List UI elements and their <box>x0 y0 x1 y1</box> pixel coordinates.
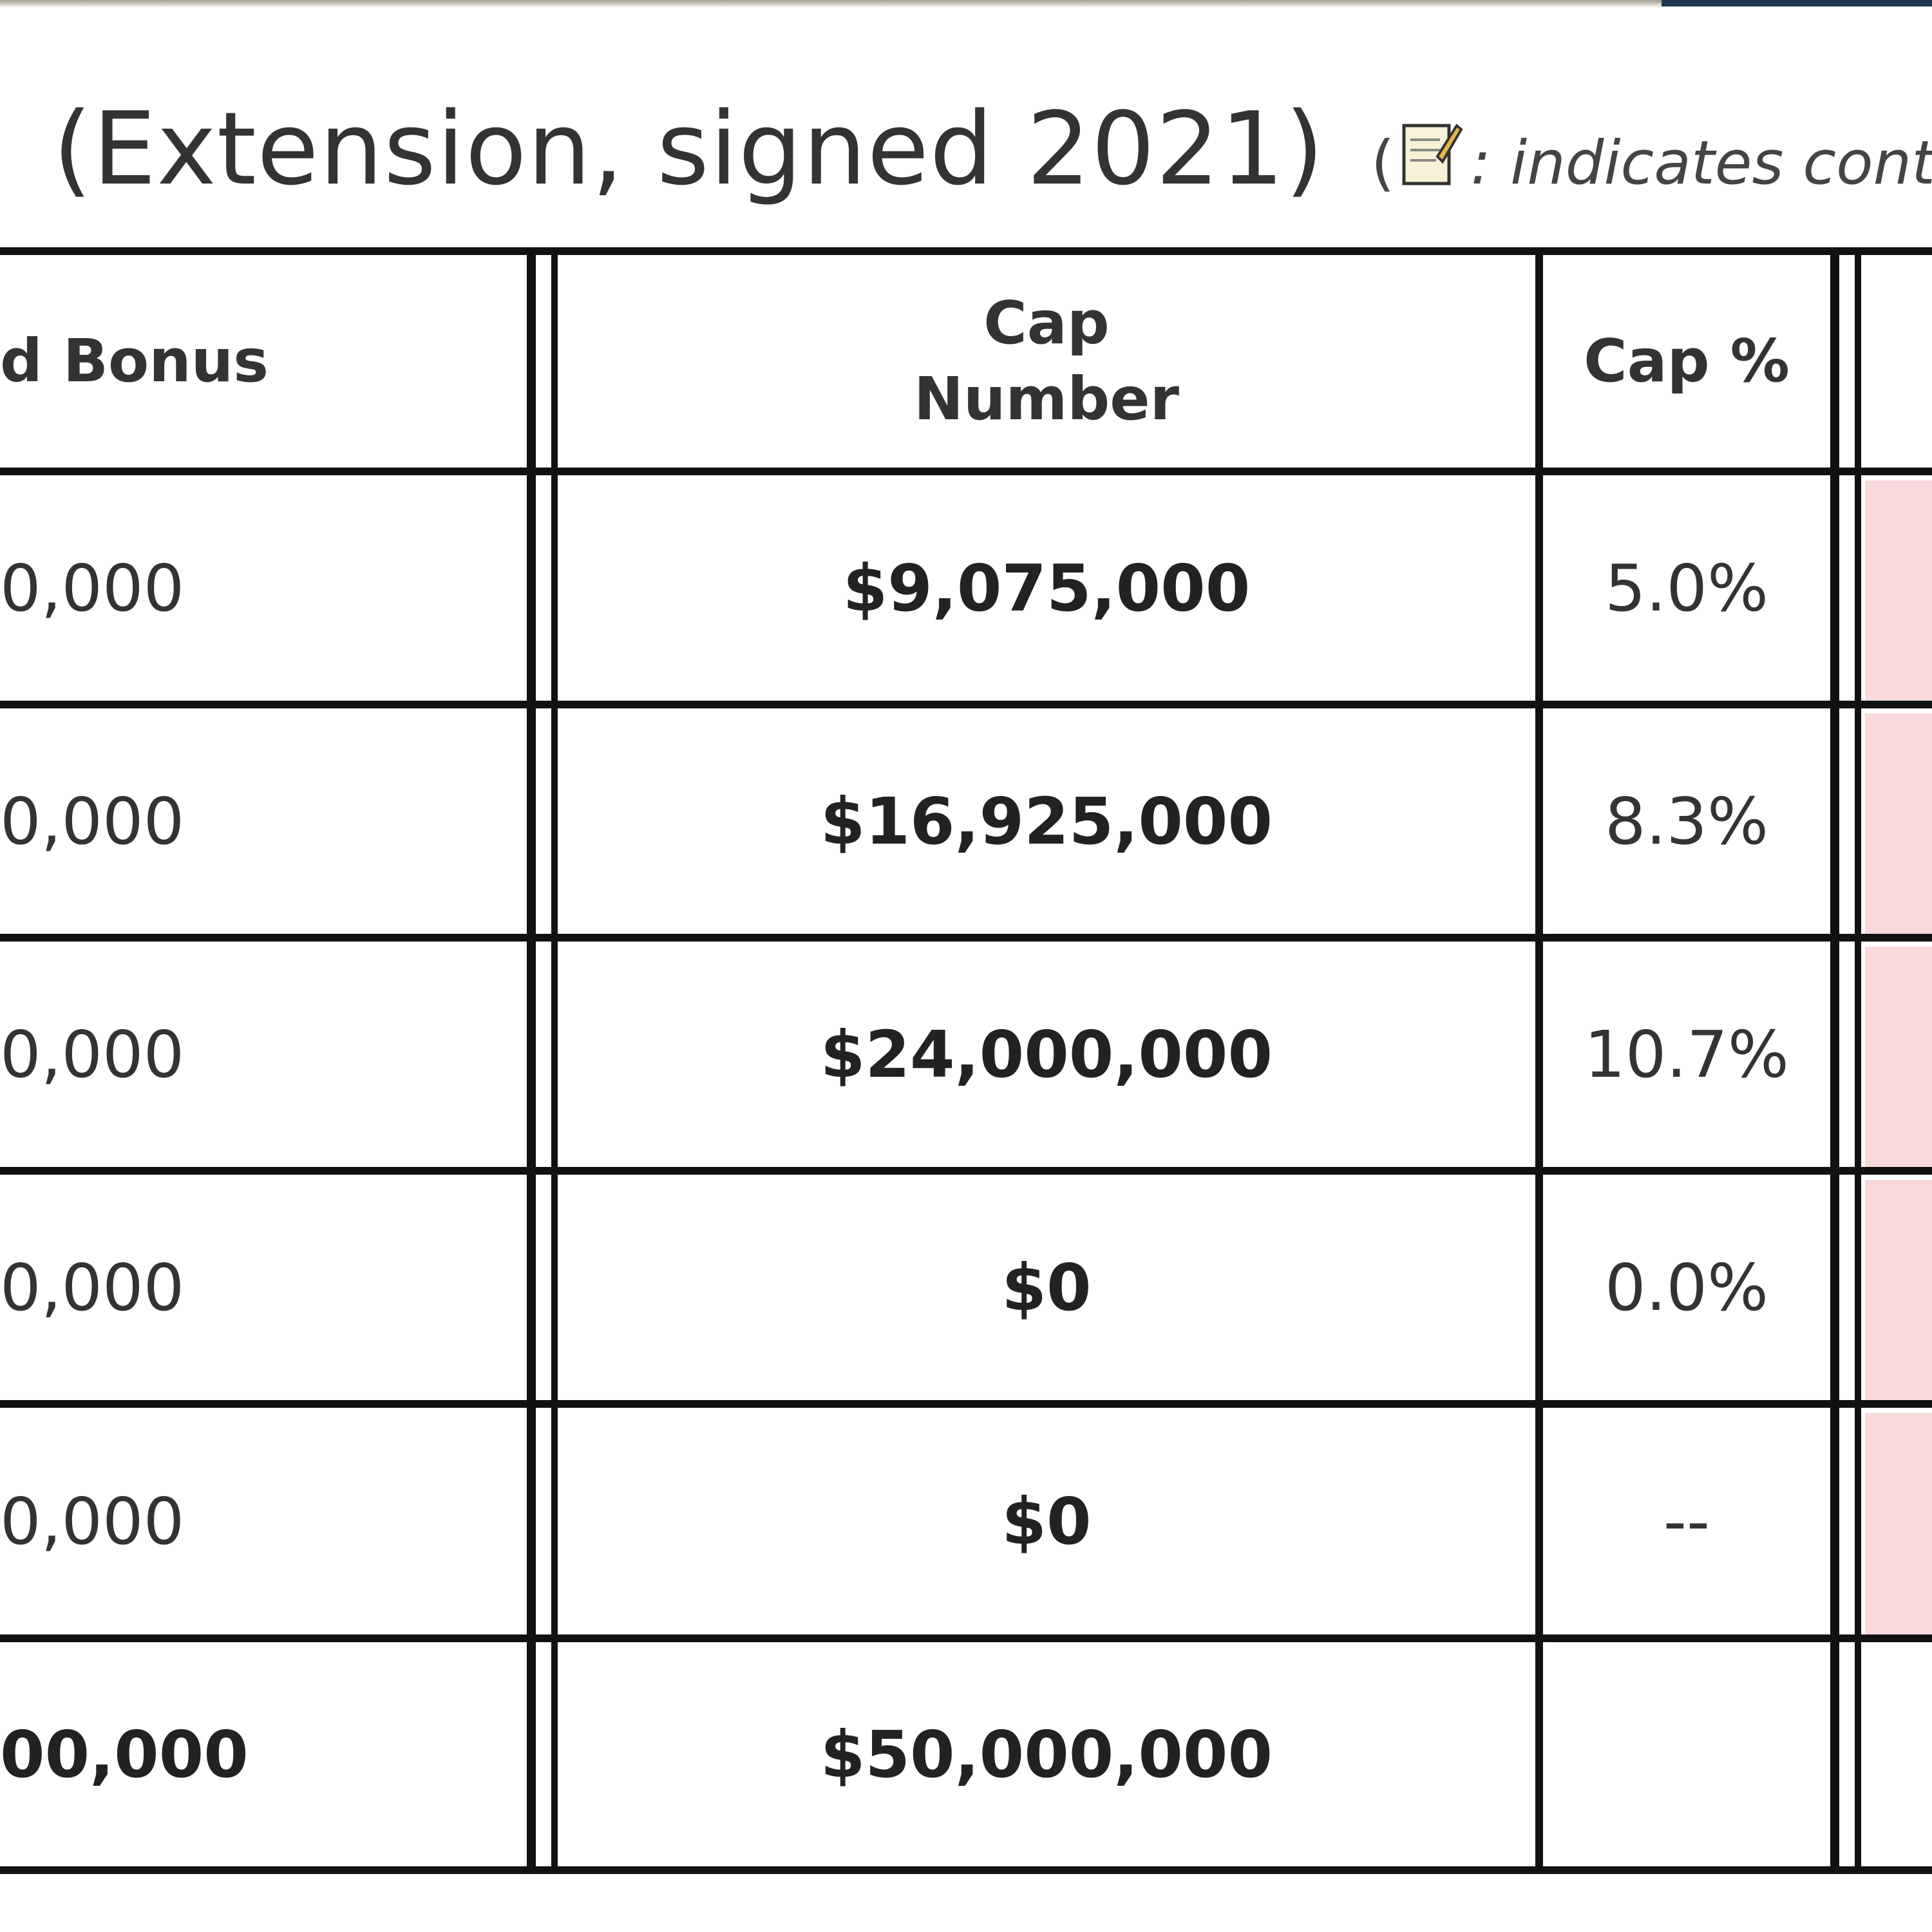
bonus-value: 0,000 <box>0 550 185 626</box>
total-bonus: 00,000 <box>0 1642 249 1866</box>
cap-pct-value: -- <box>1663 1483 1710 1559</box>
total-bonus-value: 00,000 <box>0 1716 249 1792</box>
table-row-cap-pct: -- <box>1543 1408 1830 1634</box>
table-row-bonus: 0,000 <box>0 475 193 701</box>
contract-title: (Extension, signed 2021) <box>53 90 1325 207</box>
column-divider-thick <box>551 247 558 1874</box>
cap-number-value: $24,000,000 <box>820 1016 1273 1092</box>
row-divider <box>0 1400 1932 1408</box>
header-cap-number-line2: Number <box>914 365 1179 433</box>
cap-pct-value: 8.3% <box>1604 783 1769 859</box>
contract-note-icon <box>1399 117 1463 189</box>
table-row-cap-number: $0 <box>558 1175 1535 1400</box>
total-cap-pct <box>1543 1642 1830 1866</box>
table-row-cap-number: $9,075,000 <box>558 475 1535 701</box>
column-divider-thick <box>1855 247 1861 1874</box>
highlight-cell <box>1865 480 1932 703</box>
highlight-cell <box>1865 947 1932 1168</box>
cap-pct-value: 0.0% <box>1604 1249 1769 1325</box>
table-row-bonus: 0,000 <box>0 708 193 934</box>
bonus-value: 0,000 <box>0 783 185 859</box>
table-row-cap-pct: 0.0% <box>1543 1175 1830 1400</box>
table-row-bonus: 0,000 <box>0 1175 193 1400</box>
header-cap-pct: Cap % <box>1543 255 1830 468</box>
header-cap-number-line1: Cap <box>983 289 1110 357</box>
table-row-cap-pct: 10.7% <box>1543 942 1830 1167</box>
legend-text: : indicates contra <box>1470 128 1932 198</box>
table-border <box>0 247 1932 255</box>
table-border <box>0 1866 1932 1874</box>
cap-pct-value: 5.0% <box>1604 550 1769 626</box>
table-row-bonus: 0,000 <box>0 942 193 1167</box>
cap-number-value: $9,075,000 <box>842 550 1251 626</box>
cap-pct-value: 10.7% <box>1584 1016 1789 1092</box>
column-divider-thick <box>1830 247 1839 1874</box>
row-divider <box>0 934 1932 942</box>
table-row-cap-number: $0 <box>558 1408 1535 1634</box>
highlight-cell <box>1865 714 1932 935</box>
row-divider <box>0 1167 1932 1175</box>
header-bonus-label: d Bonus <box>0 327 269 395</box>
highlight-cell <box>1865 1180 1932 1401</box>
table-row-cap-number: $16,925,000 <box>558 708 1535 934</box>
table-row-cap-number: $24,000,000 <box>558 942 1535 1167</box>
column-divider-thick <box>527 247 536 1874</box>
row-divider <box>0 1634 1932 1642</box>
column-divider <box>1535 247 1543 1874</box>
cap-number-value: $0 <box>1001 1249 1092 1325</box>
top-strip-dark <box>1662 0 1932 6</box>
header-cap-pct-label: Cap % <box>1584 327 1790 395</box>
table-row-cap-pct: 5.0% <box>1543 475 1830 701</box>
header-cap-number: Cap Number <box>558 255 1535 468</box>
bonus-value: 0,000 <box>0 1483 185 1559</box>
bonus-value: 0,000 <box>0 1016 185 1092</box>
highlight-cell <box>1865 1413 1932 1634</box>
cap-number-value: $16,925,000 <box>820 783 1273 859</box>
header-bonus: d Bonus <box>0 255 269 468</box>
legend-open-paren: ( <box>1370 128 1395 198</box>
total-cap-number-value: $50,000,000 <box>820 1716 1273 1792</box>
row-divider <box>0 468 1932 475</box>
table-row-cap-pct: 8.3% <box>1543 708 1830 934</box>
table-row-bonus: 0,000 <box>0 1408 193 1634</box>
legend: ( : indicates contra <box>1371 111 1932 198</box>
row-divider <box>0 701 1932 708</box>
total-cap-number: $50,000,000 <box>558 1642 1535 1866</box>
cap-number-value: $0 <box>1001 1483 1092 1559</box>
bonus-value: 0,000 <box>0 1249 185 1325</box>
top-strip <box>0 0 1932 8</box>
contract-heading: (Extension, signed 2021) ( : indicates c… <box>53 90 1932 207</box>
